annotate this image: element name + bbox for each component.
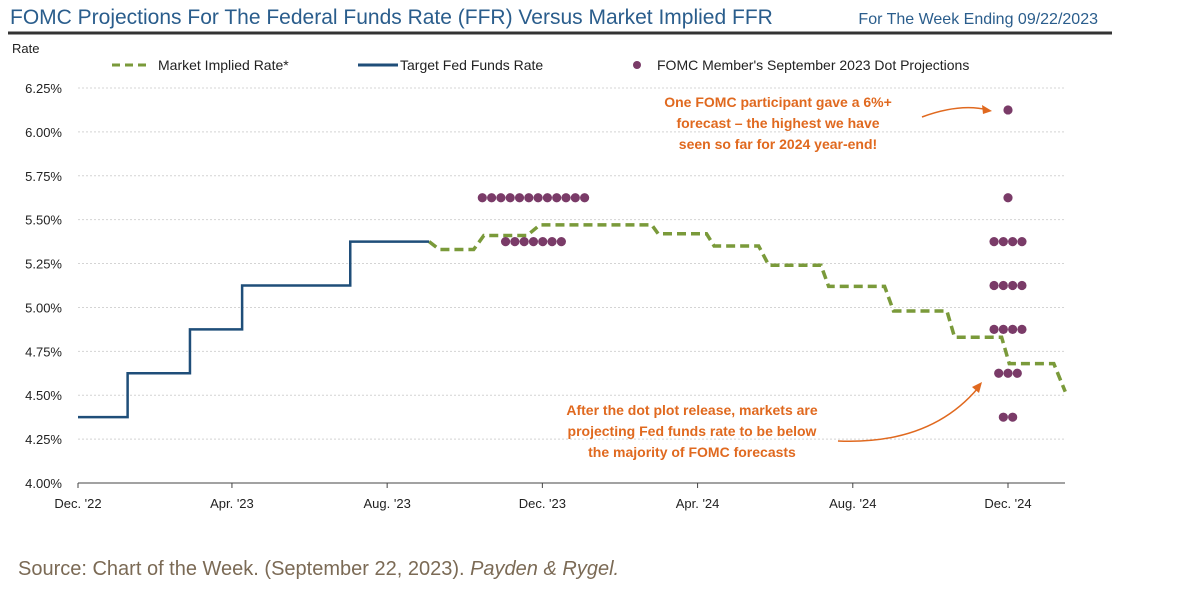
legend-label-target: Target Fed Funds Rate xyxy=(400,57,543,73)
fomc-dot xyxy=(477,193,487,203)
x-tick-label: Aug. '24 xyxy=(829,496,876,511)
x-tick-label: Dec. '23 xyxy=(519,496,566,511)
fomc-dot xyxy=(1003,193,1013,203)
fomc-dot xyxy=(533,193,543,203)
fomc-dot xyxy=(1008,237,1018,247)
fomc-dot xyxy=(505,193,515,203)
fomc-dot xyxy=(556,237,566,247)
y-tick-label: 5.00% xyxy=(25,300,62,315)
fomc-dot xyxy=(1008,412,1018,422)
fomc-dot xyxy=(542,193,553,203)
y-axis-label: Rate xyxy=(12,41,39,56)
fomc-dot xyxy=(994,368,1004,378)
y-tick-label: 4.00% xyxy=(25,476,62,491)
source-citation: Source: Chart of the Week. (September 22… xyxy=(18,558,619,580)
fomc-dot xyxy=(1008,324,1018,334)
fomc-dot xyxy=(524,193,534,203)
source-text: Source: Chart of the Week. (September 22… xyxy=(18,558,470,580)
y-tick-label: 4.75% xyxy=(25,344,62,359)
fomc-dot xyxy=(487,193,497,203)
fomc-dot xyxy=(1017,237,1027,247)
x-tick-label: Dec. '22 xyxy=(54,496,101,511)
fomc-dot xyxy=(989,237,999,247)
y-tick-label: 5.25% xyxy=(25,257,62,272)
fomc-dot xyxy=(1008,280,1018,291)
fomc-dot xyxy=(514,193,525,203)
annotation-top-arrow xyxy=(921,106,989,118)
fomc-dot xyxy=(528,237,539,247)
y-tick-label: 5.75% xyxy=(25,169,62,184)
source-publisher: Payden & Rygel. xyxy=(470,558,619,580)
target-fed-funds-rate-line xyxy=(78,240,430,419)
annotation-bottom: After the dot plot release, markets are … xyxy=(566,382,982,460)
fomc-dot xyxy=(547,237,557,247)
fomc-dot xyxy=(989,324,999,334)
fomc-dot xyxy=(1017,324,1027,334)
annotation-top-line: One FOMC participant gave a 6%+ xyxy=(664,94,892,110)
fomc-dot xyxy=(998,412,1008,422)
fomc-dot xyxy=(519,237,529,247)
annotation-top-line: forecast – the highest we have xyxy=(676,115,879,131)
fomc-dot xyxy=(1017,280,1027,291)
fomc-dot xyxy=(561,193,571,203)
fomc-dot xyxy=(989,280,999,291)
fomc-dot xyxy=(1012,368,1022,378)
fomc-dot xyxy=(500,237,511,247)
fomc-dot xyxy=(580,193,590,203)
y-tick-label: 4.50% xyxy=(25,388,62,403)
y-tick-label: 5.50% xyxy=(25,213,62,228)
arrowhead-icon xyxy=(982,105,992,114)
fomc-dot xyxy=(998,237,1008,247)
annotation-bottom-line: After the dot plot release, markets are xyxy=(566,402,818,418)
legend-label-market: Market Implied Rate* xyxy=(158,57,289,73)
market-implied-rate-line xyxy=(428,223,1067,393)
fomc-dot xyxy=(1003,105,1013,115)
fomc-dot xyxy=(570,193,580,203)
annotation-bottom-line: projecting Fed funds rate to be below xyxy=(568,423,817,439)
x-tick-label: Dec. '24 xyxy=(984,496,1031,511)
legend-label-dots: FOMC Member's September 2023 Dot Project… xyxy=(657,57,969,73)
y-tick-label: 4.25% xyxy=(25,432,62,447)
fomc-dot xyxy=(1003,368,1013,378)
annotation-bottom-line: the majority of FOMC forecasts xyxy=(588,444,796,460)
fomc-dot xyxy=(552,193,562,203)
annotation-top-line: seen so far for 2024 year-end! xyxy=(679,136,877,152)
fomc-dot xyxy=(538,237,548,247)
y-tick-label: 6.00% xyxy=(25,125,62,140)
y-tick-label: 6.25% xyxy=(25,81,62,96)
fomc-dot xyxy=(510,237,520,247)
fomc-dot xyxy=(998,324,1008,334)
chart-title: FOMC Projections For The Federal Funds R… xyxy=(10,6,773,29)
legend-swatch-dots xyxy=(633,61,641,69)
x-tick-label: Aug. '23 xyxy=(364,496,411,511)
x-tick-label: Apr. '24 xyxy=(676,496,720,511)
arrowhead-icon xyxy=(972,382,982,393)
fomc-dot xyxy=(496,193,506,203)
legend: Market Implied Rate* Target Fed Funds Ra… xyxy=(112,57,969,73)
fomc-dot xyxy=(998,280,1008,291)
annotation-bottom-arrow xyxy=(837,387,979,443)
annotation-top: One FOMC participant gave a 6%+ forecast… xyxy=(664,94,992,152)
chart-subtitle: For The Week Ending 09/22/2023 xyxy=(858,11,1098,28)
x-tick-label: Apr. '23 xyxy=(210,496,254,511)
